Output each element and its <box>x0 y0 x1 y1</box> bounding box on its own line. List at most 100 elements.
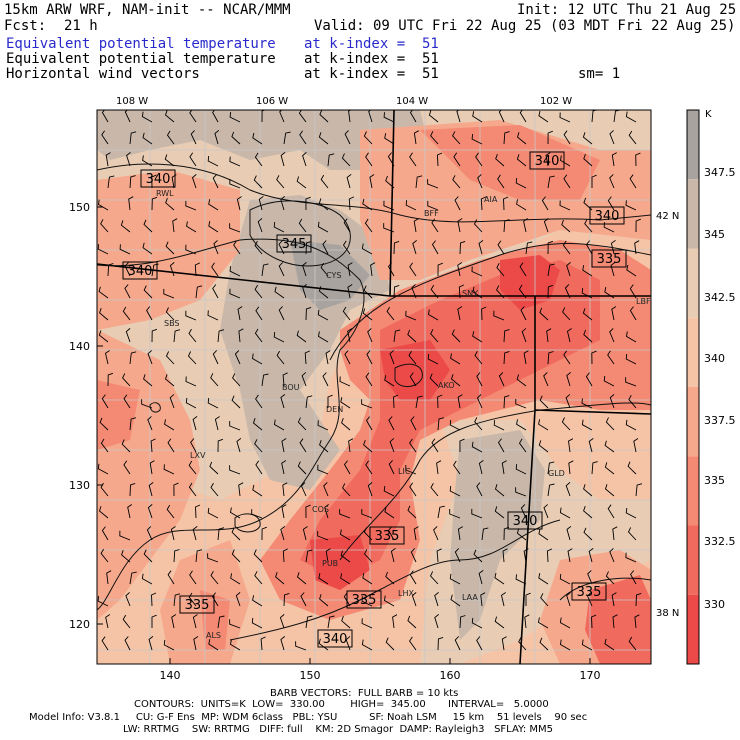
wind-barb <box>342 306 351 321</box>
wind-barb <box>119 530 131 541</box>
colorbar-swatch <box>687 594 699 664</box>
wind-barb <box>346 174 352 189</box>
wind-barb <box>515 464 527 475</box>
x-tick-140: 140 <box>160 669 181 682</box>
wind-barb <box>411 284 417 299</box>
wind-barb <box>207 310 219 321</box>
station-label: LBF <box>636 297 651 306</box>
wind-barb <box>305 196 311 211</box>
wind-barb <box>547 130 553 145</box>
wind-barb <box>283 592 290 607</box>
wind-barb <box>566 328 572 343</box>
wind-barb <box>546 328 552 343</box>
wind-barb <box>541 196 549 211</box>
station-label: SBS <box>164 319 180 328</box>
wind-barb <box>148 636 154 651</box>
wind-barb <box>584 219 593 233</box>
x-tick-170: 170 <box>580 669 601 682</box>
field-level-3: at k-index = 51 <box>304 66 439 82</box>
wind-barb <box>563 174 571 189</box>
wind-barb <box>581 288 593 299</box>
wind-barb <box>341 417 351 431</box>
wind-barb <box>393 284 400 299</box>
wind-barb <box>611 306 617 321</box>
wind-barb <box>273 221 285 233</box>
contour-label: 335 <box>577 585 602 600</box>
wind-barb <box>431 438 439 453</box>
wind-barb <box>604 440 615 453</box>
wind-barb <box>561 417 571 431</box>
wind-barb <box>604 484 615 497</box>
wind-barb <box>434 592 439 607</box>
wind-barb <box>519 110 527 123</box>
wind-barb <box>280 526 286 541</box>
wind-barb <box>142 132 153 145</box>
wind-barb <box>255 460 263 475</box>
wind-barb <box>471 134 483 145</box>
wind-barb <box>164 154 175 167</box>
wind-barb <box>503 395 510 409</box>
contour-label: 340 <box>595 209 620 224</box>
station-label: BOU <box>282 383 300 392</box>
wind-barb <box>415 395 423 409</box>
wind-barb <box>481 306 487 321</box>
contour-label: 340 <box>323 632 348 647</box>
wind-barb <box>128 196 134 211</box>
wind-barb <box>560 155 571 167</box>
wind-barb <box>229 619 241 629</box>
station-label: LAA <box>462 593 478 602</box>
wind-barb <box>273 331 285 343</box>
wind-barb <box>457 262 463 277</box>
lat-label-42n: 42 N <box>656 211 679 222</box>
wind-barb <box>327 153 335 167</box>
wind-barb <box>363 285 373 299</box>
wind-barb <box>384 595 395 607</box>
wind-barb <box>521 328 527 343</box>
wind-barb <box>635 483 643 497</box>
wind-barb <box>121 439 131 453</box>
wind-barb <box>236 196 242 211</box>
wind-barb <box>515 399 527 409</box>
wind-barb <box>547 351 554 365</box>
wind-barb <box>471 266 483 277</box>
wind-barb <box>234 350 241 365</box>
wind-barb <box>297 461 307 475</box>
wind-barb <box>305 395 313 409</box>
wind-barb <box>626 264 637 277</box>
wind-barb <box>476 372 483 387</box>
wind-barb <box>97 596 109 607</box>
wind-barb <box>405 465 417 475</box>
wind-barb <box>296 176 307 189</box>
wind-barb <box>604 638 615 651</box>
wind-barb <box>301 372 307 387</box>
wind-barb <box>480 592 486 607</box>
wind-barb <box>297 417 307 431</box>
wind-barb <box>320 174 329 189</box>
wind-barb <box>319 110 329 123</box>
wind-barb <box>413 526 419 541</box>
wind-barb <box>322 372 329 387</box>
wind-barb <box>500 592 506 607</box>
wind-barb <box>105 152 111 167</box>
wind-barb <box>129 571 137 585</box>
wind-barb <box>344 130 351 145</box>
wind-barb <box>347 284 353 299</box>
wind-barb <box>540 593 549 607</box>
wind-barb <box>195 285 203 299</box>
wind-barb <box>519 262 527 277</box>
wind-barb <box>237 306 243 321</box>
wind-barb <box>151 328 158 343</box>
wind-barb <box>604 287 615 299</box>
wind-barb <box>583 329 593 343</box>
wind-barb <box>171 614 177 629</box>
wind-barb <box>563 130 571 145</box>
wind-barb <box>545 152 551 167</box>
wind-barb <box>384 506 395 519</box>
wind-barb <box>299 130 307 145</box>
wind-barb <box>282 548 288 563</box>
wind-barb <box>449 573 461 585</box>
wind-barb <box>474 417 483 431</box>
wind-barb <box>363 131 373 145</box>
wind-barb <box>388 416 395 431</box>
wind-barb <box>143 285 153 299</box>
